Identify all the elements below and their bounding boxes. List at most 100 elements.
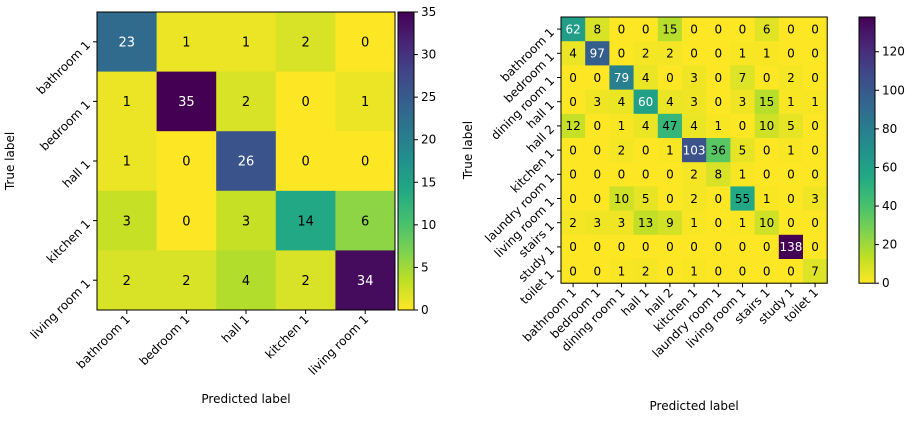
cell-1-7 [730, 41, 756, 66]
cell-1-3 [633, 41, 659, 66]
x-tick-label-living-room-1: living room 1 [306, 312, 372, 378]
cell-value-9-4: 0 [666, 240, 674, 254]
cell-value-6-5: 2 [690, 168, 698, 182]
colorbar-tick-label-0: 0 [421, 303, 429, 317]
cell-value-0-3: 2 [301, 35, 309, 50]
cell-3-8 [754, 89, 780, 115]
cell-value-6-4: 0 [666, 168, 674, 182]
cell-10-9 [778, 259, 804, 284]
colorbar [858, 16, 876, 284]
cell-value-6-2: 0 [618, 168, 626, 182]
cell-value-1-9: 0 [787, 47, 795, 61]
y-tick-label-hall-1: hall 1 [60, 157, 93, 190]
cell-6-0 [561, 162, 586, 187]
cell-value-3-7: 3 [739, 95, 747, 109]
y-axis-label: True label [461, 121, 475, 180]
cell-value-2-2: 26 [238, 155, 255, 170]
cell-2-3 [633, 65, 659, 91]
cell-value-2-6: 0 [714, 71, 722, 85]
cell-3-7 [730, 89, 756, 115]
cell-0-4 [657, 17, 683, 42]
cell-value-4-8: 10 [759, 119, 774, 133]
cell-0-1 [156, 12, 217, 73]
cell-value-5-9: 1 [787, 143, 795, 157]
cell-value-6-3: 0 [642, 168, 650, 182]
cell-10-8 [754, 259, 780, 284]
cell-3-5 [682, 89, 707, 115]
colorbar-tick-label-20: 20 [421, 133, 436, 147]
cell-value-6-7: 1 [739, 168, 747, 182]
cell-value-4-1: 2 [182, 274, 190, 289]
cell-10-3 [633, 259, 659, 284]
cell-4-0 [97, 250, 158, 311]
cell-4-2 [609, 113, 635, 139]
cell-3-1 [156, 190, 217, 251]
colorbar-tick-label-40: 40 [882, 199, 897, 213]
cell-1-9 [778, 41, 804, 66]
cell-value-2-1: 0 [182, 155, 190, 170]
cell-0-1 [585, 17, 610, 42]
cell-value-8-10: 0 [811, 216, 819, 230]
cell-3-1 [585, 89, 610, 115]
cell-value-1-0: 1 [123, 95, 131, 110]
cell-8-9 [778, 210, 804, 236]
cell-4-0 [561, 113, 586, 139]
cell-value-10-8: 0 [763, 264, 771, 278]
cell-9-10 [803, 234, 828, 260]
cell-2-4 [657, 65, 683, 91]
cell-value-4-4: 34 [357, 274, 374, 289]
cell-value-6-6: 8 [714, 168, 722, 182]
cell-value-0-6: 0 [714, 22, 722, 36]
cell-5-9 [778, 138, 804, 163]
cell-value-0-9: 0 [787, 22, 795, 36]
cell-3-9 [778, 89, 804, 115]
cell-1-8 [754, 41, 780, 66]
cell-value-7-6: 0 [714, 192, 722, 206]
cell-3-0 [97, 190, 158, 251]
cell-8-5 [682, 210, 707, 236]
cell-4-3 [275, 250, 336, 311]
cell-5-5 [682, 138, 707, 163]
cell-value-8-8: 10 [759, 216, 774, 230]
cell-value-8-4: 9 [666, 216, 674, 230]
cell-value-1-2: 2 [242, 95, 250, 110]
cell-value-2-2: 79 [614, 71, 629, 85]
cell-4-3 [633, 113, 659, 139]
cell-value-4-3: 2 [301, 274, 309, 289]
cell-value-3-1: 3 [593, 95, 601, 109]
cell-value-2-3: 4 [642, 71, 650, 85]
cell-3-3 [275, 190, 336, 251]
cell-4-4 [335, 250, 396, 311]
cell-value-1-6: 0 [714, 47, 722, 61]
cell-value-10-1: 0 [593, 264, 601, 278]
colorbar-tick-label-80: 80 [882, 122, 897, 136]
cell-2-7 [730, 65, 756, 91]
cell-value-0-4: 0 [361, 35, 369, 50]
cell-8-0 [561, 210, 586, 236]
cell-3-2 [609, 89, 635, 115]
cell-value-3-10: 1 [811, 95, 819, 109]
cell-2-1 [156, 131, 217, 192]
cell-value-3-0: 3 [123, 214, 131, 229]
cell-10-10 [803, 259, 828, 284]
cell-value-6-9: 0 [787, 168, 795, 182]
x-tick-label-kitchen-1: kitchen 1 [262, 312, 311, 361]
colorbar-tick-label-20: 20 [882, 238, 897, 252]
cell-value-2-4: 0 [666, 71, 674, 85]
cell-value-1-1: 97 [590, 47, 605, 61]
cell-3-4 [657, 89, 683, 115]
cell-0-5 [682, 17, 707, 42]
cell-value-3-2: 3 [242, 214, 250, 229]
cell-1-0 [97, 71, 158, 132]
cell-value-7-1: 0 [593, 192, 601, 206]
y-tick-label-bathroom-1: bathroom 1 [34, 38, 93, 97]
cell-10-7 [730, 259, 756, 284]
x-axis-label: Predicted label [650, 399, 739, 413]
cell-value-10-4: 0 [666, 264, 674, 278]
cell-value-7-7: 55 [735, 192, 750, 206]
cell-value-5-2: 2 [618, 143, 626, 157]
cell-value-7-2: 10 [614, 192, 629, 206]
cell-value-10-5: 1 [690, 264, 698, 278]
